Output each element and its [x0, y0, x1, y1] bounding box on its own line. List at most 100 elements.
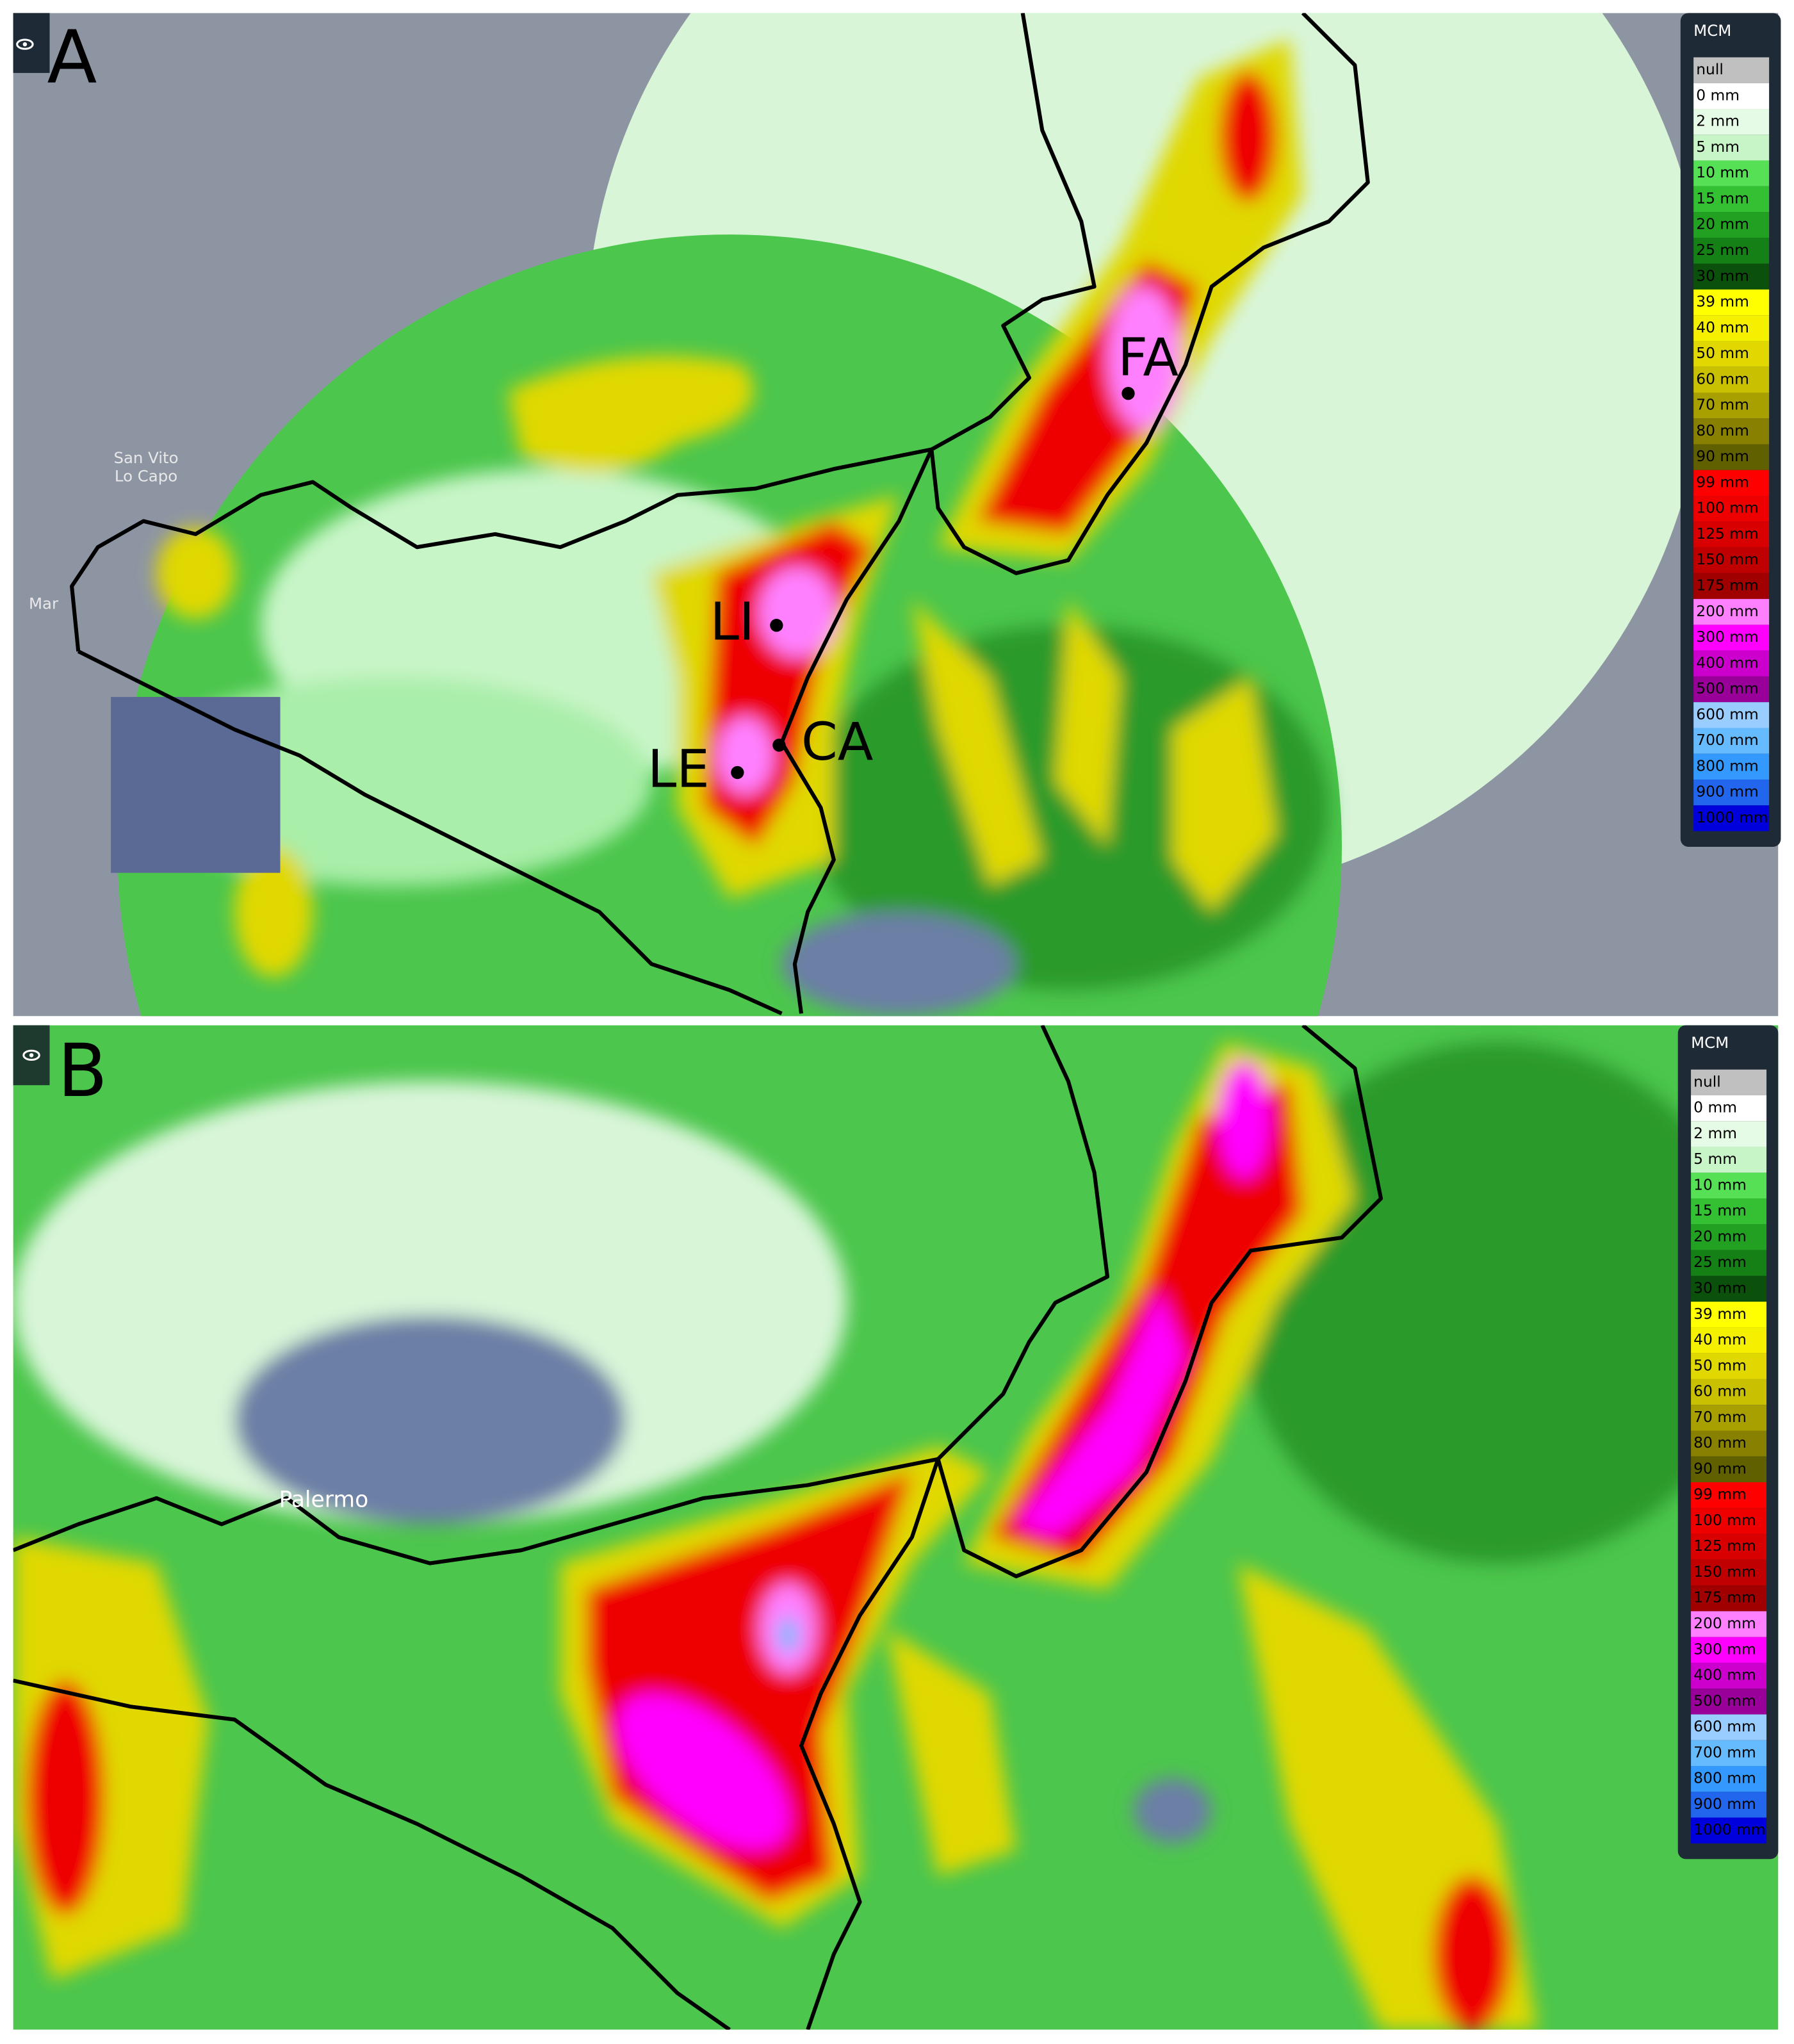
- legend-label: 39 mm: [1693, 1305, 1747, 1323]
- legend-swatch: [1693, 753, 1770, 780]
- legend-label: 200 mm: [1693, 1614, 1756, 1632]
- legend-swatch: [1691, 1378, 1767, 1405]
- coastline: [13, 1457, 940, 2030]
- legend-label: 10 mm: [1693, 1175, 1747, 1193]
- legend-label: 15 mm: [1693, 1202, 1747, 1220]
- legend-swatch: [1693, 263, 1770, 290]
- place-label: LI: [710, 592, 754, 653]
- legend-title: MCM: [1693, 21, 1731, 40]
- legend-swatch: [1693, 212, 1770, 238]
- coastline: [936, 1025, 1383, 1578]
- legend-label: 100 mm: [1693, 1511, 1756, 1529]
- legend-swatch: [1691, 1224, 1767, 1250]
- legend-label: null: [1693, 1072, 1721, 1090]
- legend-swatch: [1693, 702, 1770, 728]
- legend-label: 0 mm: [1696, 86, 1740, 104]
- legend-label: 2 mm: [1693, 1124, 1737, 1142]
- legend-label: 900 mm: [1696, 783, 1759, 801]
- legend-swatch: [1693, 289, 1770, 316]
- legend-label: 5 mm: [1693, 1150, 1737, 1168]
- legend-swatch: [1691, 1147, 1767, 1173]
- legend-label: 1000 mm: [1693, 1820, 1765, 1838]
- legend-label: 150 mm: [1693, 1562, 1756, 1580]
- legend-swatch: [1693, 470, 1770, 496]
- legend-label: 90 mm: [1693, 1459, 1747, 1477]
- legend-swatch: [1693, 366, 1770, 393]
- legend-swatch: [1693, 315, 1770, 341]
- legend-swatch: [1693, 573, 1770, 600]
- legend-label: 40 mm: [1693, 1330, 1747, 1348]
- legend-swatch: [1691, 1559, 1767, 1586]
- legend-swatch: [1691, 1637, 1767, 1663]
- legend-label: 800 mm: [1693, 1769, 1756, 1787]
- legend-label: 20 mm: [1696, 215, 1749, 233]
- legend-swatch: [1693, 625, 1770, 651]
- coastline: [929, 13, 1370, 575]
- map-a: [13, 13, 1779, 1017]
- legend-label: 300 mm: [1693, 1640, 1756, 1658]
- legend-swatch: [1691, 1533, 1767, 1560]
- legend-swatch: [1691, 1817, 1767, 1844]
- layer-toggle[interactable]: [13, 13, 50, 73]
- legend-swatch: [1693, 341, 1770, 367]
- legend-swatch: [1691, 1508, 1767, 1534]
- legend-swatch: [1693, 57, 1770, 83]
- legend-label: 400 mm: [1693, 1666, 1756, 1684]
- legend-swatch: [1693, 805, 1770, 831]
- map-b: [13, 1025, 1779, 2030]
- legend-label: 600 mm: [1693, 1717, 1756, 1735]
- legend-swatch: [1691, 1765, 1767, 1792]
- legend-swatch: [1693, 135, 1770, 161]
- legend-label: 70 mm: [1696, 396, 1749, 414]
- legend-swatch: [1691, 1121, 1767, 1147]
- legend-label: 150 mm: [1696, 550, 1759, 568]
- legend-swatch: [1691, 1662, 1767, 1689]
- place-marker: [1121, 387, 1135, 400]
- legend-swatch: [1691, 1198, 1767, 1225]
- legend-swatch: [1691, 1740, 1767, 1766]
- legend-label: 25 mm: [1693, 1253, 1747, 1271]
- legend-swatch: [1693, 418, 1770, 445]
- legend-swatch: [1691, 1456, 1767, 1483]
- legend-swatch: [1693, 521, 1770, 548]
- place-label: LE: [648, 739, 710, 799]
- place-label: Palermo: [279, 1487, 368, 1512]
- legend-label: null: [1696, 60, 1724, 78]
- legend-label: 700 mm: [1693, 1743, 1756, 1761]
- legend-swatch: [1691, 1327, 1767, 1353]
- legend-swatch: [1691, 1714, 1767, 1740]
- place-marker: [731, 765, 744, 780]
- legend-swatch: [1693, 650, 1770, 676]
- place-marker: [772, 739, 786, 752]
- legend-swatch: [1693, 109, 1770, 135]
- legend-label: 700 mm: [1696, 731, 1759, 749]
- legend-label: 1000 mm: [1696, 808, 1768, 826]
- precip-field: [13, 1042, 1759, 2030]
- legend-label: 200 mm: [1696, 602, 1759, 620]
- legend-label: 25 mm: [1696, 241, 1749, 259]
- legend-label: 40 mm: [1696, 318, 1749, 336]
- legend-label: 5 mm: [1696, 138, 1740, 156]
- legend-label: 500 mm: [1696, 680, 1759, 698]
- place-label: Lo Capo: [115, 466, 177, 485]
- legend-swatch: [1693, 392, 1770, 419]
- legend-label: 10 mm: [1696, 163, 1749, 181]
- legend-label: 80 mm: [1696, 421, 1749, 439]
- legend-swatch: [1693, 547, 1770, 573]
- legend-label: 125 mm: [1693, 1537, 1756, 1555]
- legend-swatch: [1691, 1069, 1767, 1096]
- legend-label: 400 mm: [1696, 653, 1759, 671]
- legend-swatch: [1693, 238, 1770, 264]
- legend-label: 800 mm: [1696, 756, 1759, 774]
- legend-swatch: [1691, 1095, 1767, 1122]
- legend-swatch: [1693, 599, 1770, 625]
- legend-label: 175 mm: [1696, 576, 1759, 594]
- legend-swatch: [1693, 780, 1770, 806]
- layer-toggle[interactable]: [13, 1025, 50, 1086]
- legend-swatch: [1691, 1585, 1767, 1612]
- legend-swatch: [1691, 1482, 1767, 1508]
- legend-label: 50 mm: [1693, 1356, 1747, 1374]
- legend-swatch: [1691, 1302, 1767, 1328]
- legend-label: 80 mm: [1693, 1434, 1747, 1451]
